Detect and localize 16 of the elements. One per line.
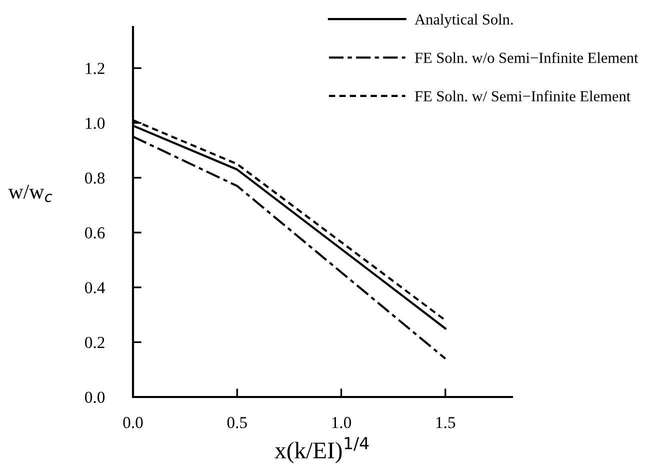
y-tick-label: 1.2 <box>86 62 104 74</box>
legend-label: FE Soln. w/ Semi−Infinite Element <box>414 90 631 102</box>
y-tick-label: 0.6 <box>85 227 105 239</box>
y-tick-label: 0.2 <box>85 336 104 348</box>
x-tick-label: 0.0 <box>123 416 143 428</box>
y-tick-label: 0.4 <box>85 282 105 294</box>
y-tick-label: 1.0 <box>86 118 105 129</box>
x-tick-label: 0.5 <box>227 416 247 428</box>
x-axis-title: x(k/EI)$^{1/4}$ <box>274 437 369 464</box>
x-tick-label: 1.0 <box>332 416 352 428</box>
legend-label: Analytical Soln. <box>414 14 513 28</box>
y-tick-label: 0.0 <box>85 392 105 404</box>
y-axis-title: w/w$_{c}$ <box>8 184 52 202</box>
y-tick-label: 0.8 <box>85 172 105 184</box>
x-tick-label: 1.5 <box>436 417 456 428</box>
legend-label: FE Soln. w/o Semi−Infinite Element <box>414 52 638 64</box>
